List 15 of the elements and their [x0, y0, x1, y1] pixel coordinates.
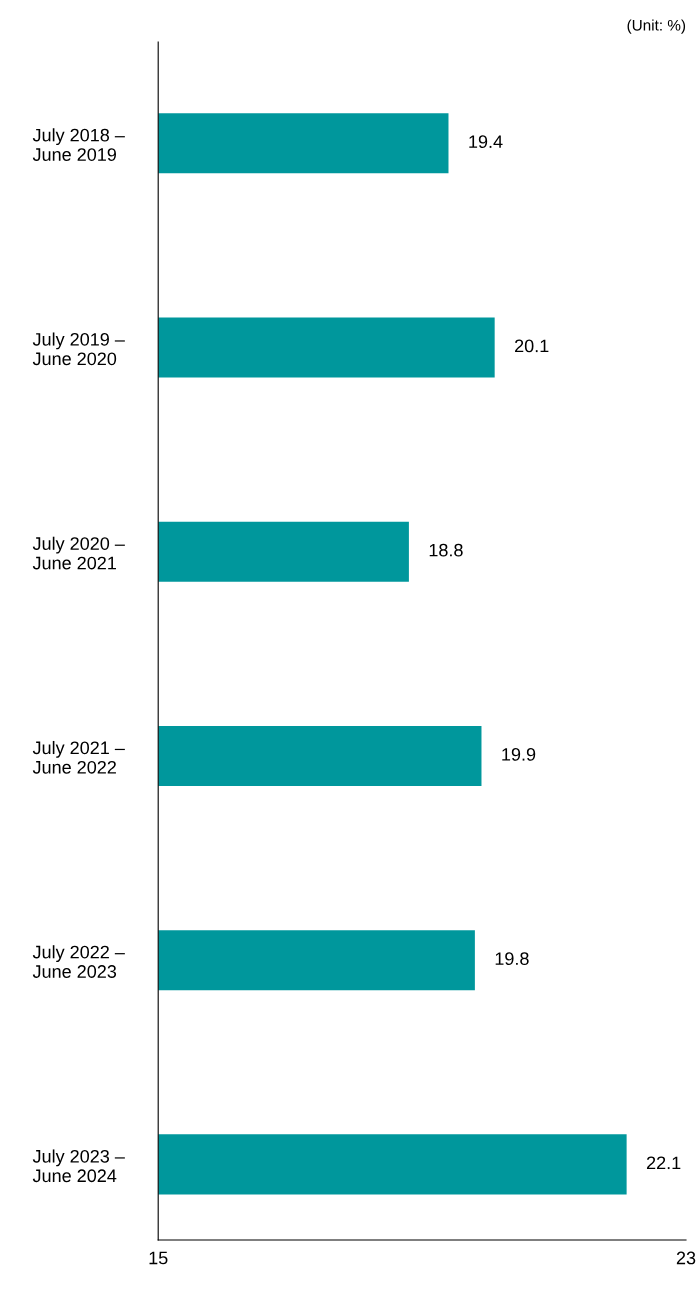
y-tick-label: July 2018 – June 2019 [32, 128, 125, 161]
x-tick-label: 15 [149, 1251, 168, 1265]
y-tick-label: July 2021 – June 2022 [32, 740, 125, 774]
data-label: 18.8 [429, 543, 463, 557]
y-tick-label: July 2020 – June 2021 [32, 536, 125, 570]
data-label: 22.1 [646, 1156, 681, 1170]
data-label: 20.1 [515, 339, 549, 353]
text: (Unit: %) [627, 19, 686, 34]
x-tick-label: 23 [676, 1251, 696, 1265]
y-tick-label: July 2022 – June 2023 [32, 945, 125, 978]
y-tick-label: July 2023 – June 2024 [32, 1149, 125, 1183]
data-label: 19.9 [502, 747, 536, 761]
data-label: 19.8 [495, 952, 529, 965]
data-label: 19.4 [469, 135, 503, 149]
y-tick-label: July 2019 – June 2020 [32, 332, 125, 366]
